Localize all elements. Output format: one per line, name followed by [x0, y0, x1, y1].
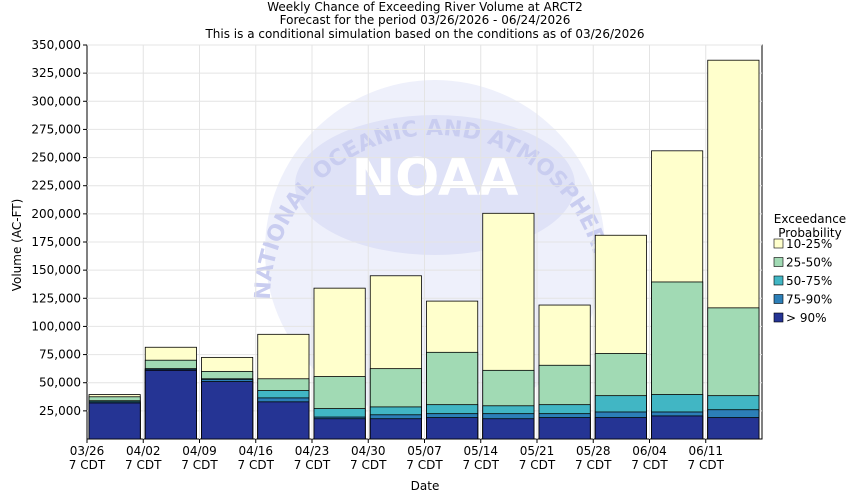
- x-tick-label: 04/02 7 CDT: [125, 444, 162, 472]
- x-axis-label: Date: [411, 479, 440, 493]
- label-line: 7 CDT: [350, 458, 387, 472]
- y-tick-label: 25,000: [39, 404, 81, 418]
- label-line: 06/04: [632, 444, 667, 458]
- chart-title: Weekly Chance of Exceeding River Volume …: [267, 0, 583, 14]
- legend-swatch: [773, 294, 784, 304]
- legend-title: Exceedance Probability: [774, 212, 846, 240]
- bar-segment: [313, 418, 366, 440]
- label-line: 7 CDT: [575, 458, 612, 472]
- label-line: 04/30: [351, 444, 386, 458]
- legend-label: 10-25%: [786, 237, 832, 251]
- label-line: 03/26: [70, 444, 105, 458]
- label-line: 05/07: [407, 444, 442, 458]
- y-tick-label: 275,000: [31, 122, 81, 136]
- x-tick-label: 04/09 7 CDT: [181, 444, 218, 472]
- y-tick-label: 200,000: [31, 207, 81, 221]
- legend-swatch: [773, 275, 784, 286]
- bar-segment: [707, 417, 760, 440]
- label-line: 05/21: [520, 444, 555, 458]
- bar-segment: [426, 417, 479, 440]
- bar-segment: [651, 415, 704, 440]
- x-tick-label: 04/30 7 CDT: [350, 444, 387, 472]
- y-tick-label: 225,000: [31, 179, 81, 193]
- label-line: 7 CDT: [519, 458, 556, 472]
- x-tick-label: 03/26 7 CDT: [69, 444, 106, 472]
- bar-segment: [369, 418, 422, 440]
- x-tick-label: 05/21 7 CDT: [519, 444, 556, 472]
- legend-swatch: [773, 312, 784, 323]
- label-line: 04/09: [182, 444, 217, 458]
- label-line: 06/11: [688, 444, 723, 458]
- x-tick-label: 04/16 7 CDT: [238, 444, 275, 472]
- x-tick-label: 04/23 7 CDT: [294, 444, 331, 472]
- label-line: Exceedance: [774, 212, 846, 226]
- bar-segment: [482, 418, 535, 440]
- y-tick-label: 125,000: [31, 291, 81, 305]
- label-line: 04/02: [126, 444, 161, 458]
- y-tick-label: 75,000: [39, 348, 81, 362]
- legend-swatch: [773, 238, 784, 249]
- chart-note: This is a conditional simulation based o…: [204, 27, 644, 41]
- label-line: 7 CDT: [238, 458, 275, 472]
- y-tick-label: 350,000: [31, 38, 81, 52]
- label-line: 04/23: [295, 444, 330, 458]
- bar-segment: [538, 417, 591, 440]
- chart-subtitle: Forecast for the period 03/26/2026 - 06/…: [280, 13, 571, 27]
- label-line: 7 CDT: [688, 458, 725, 472]
- label-line: 7 CDT: [463, 458, 500, 472]
- legend-label: 25-50%: [786, 256, 832, 270]
- label-line: 7 CDT: [631, 458, 668, 472]
- y-tick-label: 250,000: [31, 151, 81, 165]
- label-line: 04/16: [238, 444, 273, 458]
- label-line: 7 CDT: [69, 458, 106, 472]
- y-tick-label: 50,000: [39, 376, 81, 390]
- label-line: 7 CDT: [125, 458, 162, 472]
- label-line: 7 CDT: [406, 458, 443, 472]
- x-tick-label: 05/07 7 CDT: [406, 444, 443, 472]
- y-tick-label: 325,000: [31, 66, 81, 80]
- y-tick-label: 300,000: [31, 94, 81, 108]
- legend-swatch: [773, 257, 784, 267]
- bar-segment: [144, 369, 197, 440]
- x-tick-label: 05/14 7 CDT: [463, 444, 500, 472]
- y-tick-label: 175,000: [31, 235, 81, 249]
- bar-segment: [201, 381, 254, 440]
- label-line: 7 CDT: [294, 458, 331, 472]
- label-line: 05/14: [463, 444, 498, 458]
- bar-segment: [257, 401, 310, 440]
- legend-label: > 90%: [786, 311, 827, 325]
- legend-label: 50-75%: [786, 274, 832, 288]
- y-axis-label: Volume (AC-FT): [10, 199, 24, 292]
- label-line: Probability: [778, 226, 841, 240]
- label-line: 05/28: [576, 444, 611, 458]
- x-tick-label: 06/11 7 CDT: [688, 444, 725, 472]
- legend-label: 75-90%: [786, 293, 832, 307]
- bar-segment: [88, 402, 141, 440]
- x-tick-label: 05/28 7 CDT: [575, 444, 612, 472]
- y-tick-label: 150,000: [31, 263, 81, 277]
- x-tick-label: 06/04 7 CDT: [631, 444, 668, 472]
- watermark-logo: NOAA: [352, 148, 519, 208]
- label-line: 7 CDT: [181, 458, 218, 472]
- bar-segment: [594, 417, 647, 440]
- y-tick-label: 100,000: [31, 319, 81, 333]
